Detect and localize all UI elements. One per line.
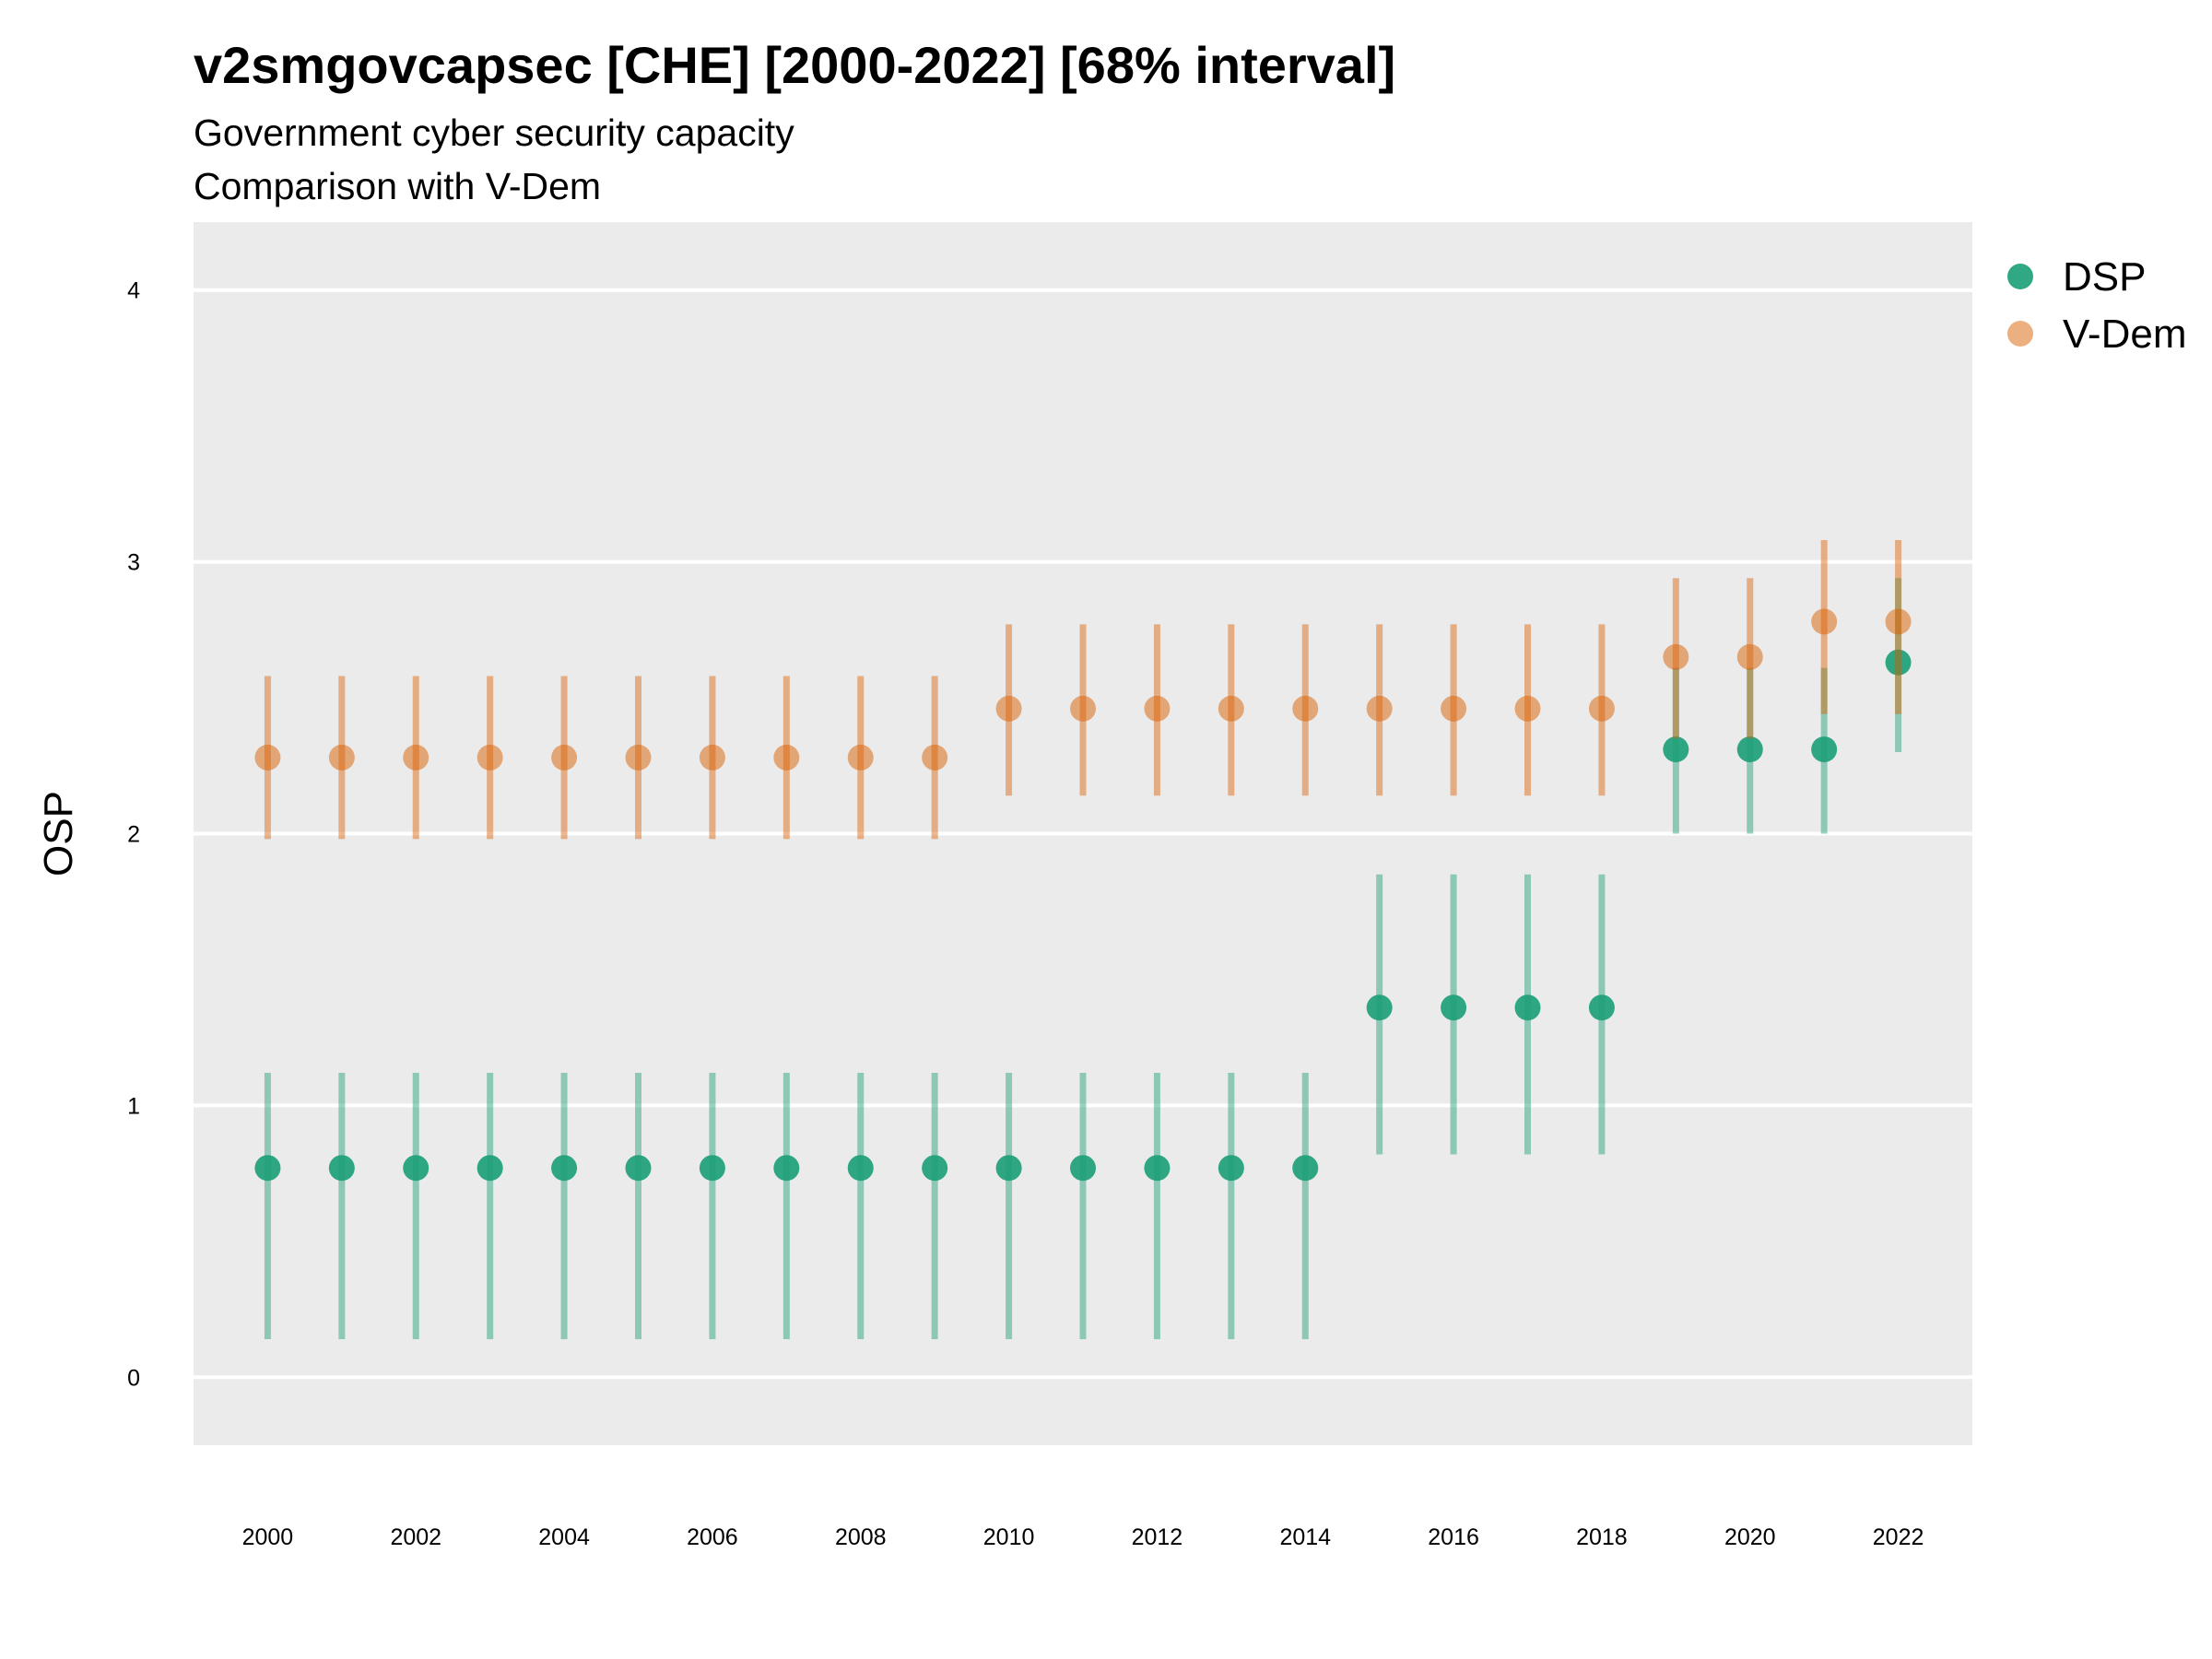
point-v-dem-2010 <box>995 695 1022 722</box>
point-dsp-2019 <box>1663 736 1689 763</box>
point-v-dem-2008 <box>847 744 874 771</box>
point-dsp-2013 <box>1218 1155 1244 1182</box>
point-dsp-2002 <box>403 1155 429 1182</box>
series-dsp <box>254 578 1912 1339</box>
y-tick-label-4: 4 <box>127 278 140 304</box>
point-v-dem-2022 <box>1885 608 1912 635</box>
point-v-dem-2004 <box>551 744 578 771</box>
legend-key-dsp <box>2007 264 2033 289</box>
point-dsp-2009 <box>922 1155 948 1182</box>
x-tick-label-2020: 2020 <box>1724 1524 1776 1550</box>
point-v-dem-2020 <box>1736 643 1763 670</box>
point-dsp-2011 <box>1070 1155 1096 1182</box>
point-dsp-2022 <box>1885 649 1912 676</box>
subtitle-line-1: Government cyber security capacity <box>194 112 794 154</box>
point-v-dem-2018 <box>1588 695 1615 722</box>
point-dsp-2012 <box>1144 1155 1171 1182</box>
x-tick-label-2002: 2002 <box>390 1524 441 1550</box>
point-dsp-2004 <box>551 1155 578 1182</box>
point-dsp-2003 <box>477 1155 503 1182</box>
point-v-dem-2017 <box>1514 695 1541 722</box>
point-dsp-2015 <box>1366 994 1393 1021</box>
point-v-dem-2006 <box>699 744 725 771</box>
y-tick-label-3: 3 <box>127 550 140 576</box>
point-dsp-2008 <box>847 1155 874 1182</box>
point-v-dem-2011 <box>1070 695 1096 722</box>
point-dsp-2014 <box>1292 1155 1319 1182</box>
point-dsp-2016 <box>1441 994 1467 1021</box>
point-v-dem-2019 <box>1663 643 1689 670</box>
x-tick-label-2016: 2016 <box>1428 1524 1479 1550</box>
y-tick-label-2: 2 <box>127 822 140 848</box>
legend: DSP V-Dem <box>2007 254 2186 357</box>
y-tick-label-1: 1 <box>127 1093 140 1119</box>
chart-subtitle: Government cyber security capacity Compa… <box>194 106 794 213</box>
point-v-dem-2013 <box>1218 695 1244 722</box>
x-tick-label-2008: 2008 <box>835 1524 887 1550</box>
point-dsp-2020 <box>1736 736 1763 763</box>
point-dsp-2018 <box>1588 994 1615 1021</box>
series-v-dem <box>254 540 1912 840</box>
x-tick-label-2010: 2010 <box>983 1524 1035 1550</box>
point-dsp-2010 <box>995 1155 1022 1182</box>
x-tick-label-2022: 2022 <box>1873 1524 1924 1550</box>
point-v-dem-2002 <box>403 744 429 771</box>
point-dsp-2017 <box>1514 994 1541 1021</box>
point-dsp-2007 <box>773 1155 800 1182</box>
x-tick-label-2014: 2014 <box>1279 1524 1331 1550</box>
point-v-dem-2015 <box>1366 695 1393 722</box>
point-dsp-2021 <box>1811 736 1838 763</box>
legend-label-dsp: DSP <box>2063 254 2146 300</box>
x-tick-label-2018: 2018 <box>1576 1524 1628 1550</box>
legend-label-v-dem: V-Dem <box>2063 312 2186 357</box>
legend-key-v-dem <box>2007 321 2033 347</box>
point-v-dem-2005 <box>625 744 652 771</box>
y-axis-ticks: 0 1 2 3 4 <box>127 278 140 1392</box>
subtitle-line-2: Comparison with V-Dem <box>194 165 602 207</box>
point-v-dem-2016 <box>1441 695 1467 722</box>
point-v-dem-2021 <box>1811 608 1838 635</box>
x-tick-label-2006: 2006 <box>687 1524 738 1550</box>
point-dsp-2005 <box>625 1155 652 1182</box>
point-dsp-2006 <box>699 1155 725 1182</box>
x-tick-label-2000: 2000 <box>242 1524 294 1550</box>
point-dsp-2001 <box>328 1155 355 1182</box>
data-series <box>254 540 1912 1339</box>
point-v-dem-2009 <box>922 744 948 771</box>
x-tick-label-2012: 2012 <box>1132 1524 1183 1550</box>
chart-title: v2smgovcapsec [CHE] [2000-2022] [68% int… <box>194 36 1396 94</box>
y-axis-title: OSP <box>36 791 81 877</box>
point-v-dem-2003 <box>477 744 503 771</box>
point-v-dem-2001 <box>328 744 355 771</box>
point-v-dem-2000 <box>254 744 281 771</box>
gridlines <box>194 288 1972 1380</box>
y-tick-label-0: 0 <box>127 1365 140 1391</box>
point-v-dem-2014 <box>1292 695 1319 722</box>
point-v-dem-2012 <box>1144 695 1171 722</box>
x-axis-ticks: 2000 2002 2004 2006 2008 2010 2012 2014 2016 2018… <box>242 1524 1924 1550</box>
point-dsp-2000 <box>254 1155 281 1182</box>
point-v-dem-2007 <box>773 744 800 771</box>
x-tick-label-2004: 2004 <box>538 1524 590 1550</box>
